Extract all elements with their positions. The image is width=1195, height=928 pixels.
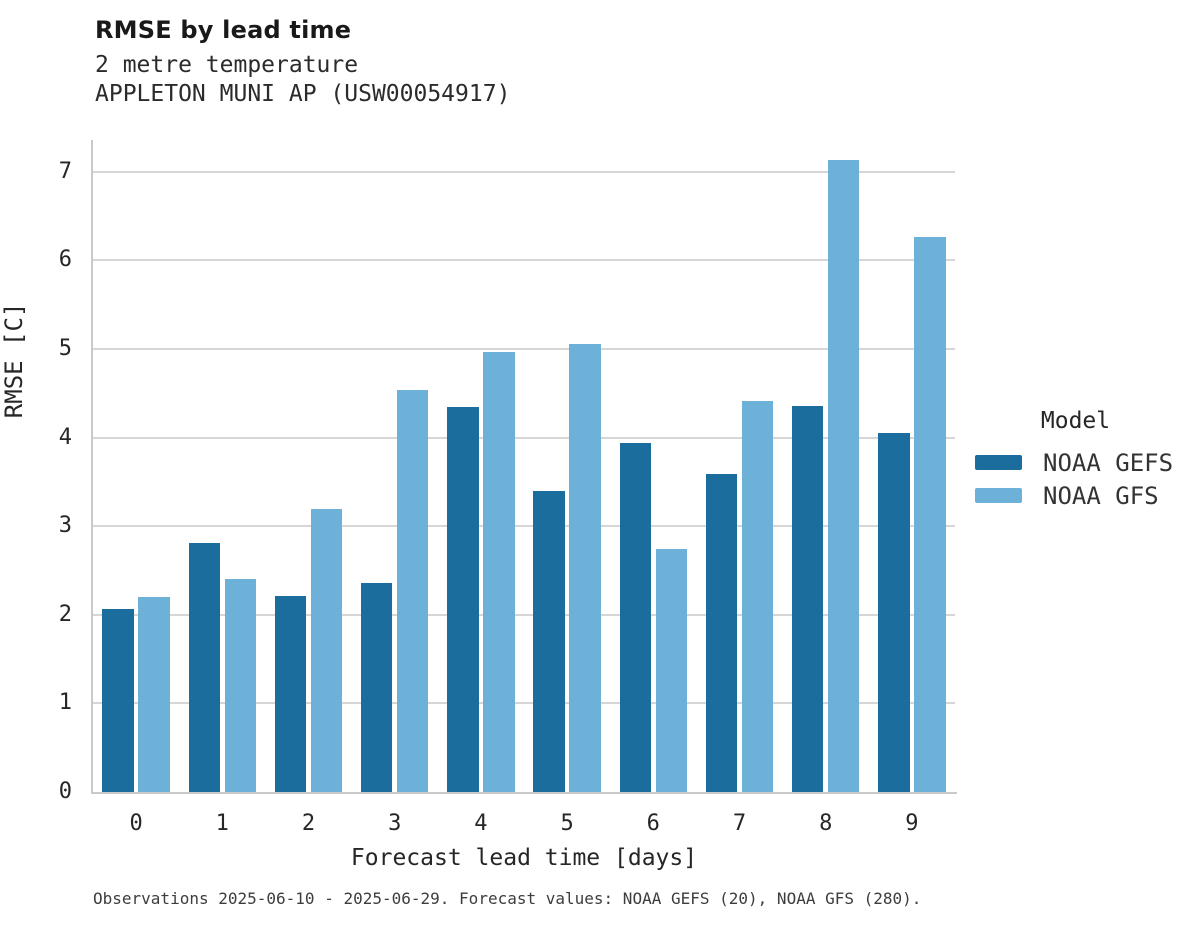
- bar-noaa-gefs-lead-4: [447, 406, 479, 792]
- legend-item-gfs: NOAA GFS: [968, 479, 1183, 512]
- x-tick-label-3: 3: [388, 811, 402, 836]
- bar-noaa-gfs-lead-6: [655, 549, 688, 792]
- bar-noaa-gefs-lead-8: [791, 405, 824, 792]
- bar-noaa-gfs-lead-9: [914, 236, 946, 792]
- x-tick-label-6: 6: [646, 811, 660, 836]
- bar-noaa-gfs-lead-1: [224, 578, 257, 792]
- gridline-y3: [93, 525, 955, 528]
- bar-noaa-gfs-lead-5: [569, 343, 601, 792]
- bar-noaa-gefs-lead-5: [533, 490, 565, 792]
- gridline-y1: [93, 702, 955, 705]
- plot-area: [93, 140, 955, 792]
- x-tick-label-4: 4: [474, 811, 488, 836]
- bar-noaa-gefs-lead-9: [878, 433, 910, 792]
- gridline-y6: [93, 259, 955, 262]
- gridline-y7: [93, 170, 955, 173]
- y-tick-label-6: 6: [58, 247, 72, 273]
- y-tick-label-3: 3: [58, 513, 72, 539]
- bar-noaa-gefs-lead-0: [102, 608, 134, 792]
- gridline-y2: [93, 613, 955, 616]
- y-tick-label-4: 4: [58, 424, 72, 450]
- gfs-color-swatch: [975, 488, 1022, 503]
- x-axis-label: Forecast lead time [days]: [350, 845, 698, 871]
- legend-title: Model: [1040, 408, 1111, 434]
- legend: Model NOAA GEFS NOAA GFS: [968, 408, 1183, 512]
- chart-title: RMSE by lead time: [95, 16, 352, 44]
- legend-label-gfs: NOAA GFS: [1043, 481, 1159, 510]
- bar-noaa-gfs-lead-4: [483, 351, 515, 792]
- x-tick-label-0: 0: [129, 811, 143, 836]
- x-tick-label-7: 7: [732, 811, 747, 836]
- x-tick-label-1: 1: [215, 811, 229, 836]
- y-tick-label-7: 7: [58, 158, 72, 184]
- bar-noaa-gefs-lead-2: [274, 596, 307, 792]
- chart-subtitle-station: APPLETON MUNI AP (USW00054917): [95, 81, 511, 107]
- y-tick-label-0: 0: [58, 779, 72, 804]
- bar-noaa-gefs-lead-3: [360, 582, 393, 792]
- bar-noaa-gfs-lead-8: [827, 160, 860, 792]
- y-tick-label-5: 5: [58, 336, 72, 362]
- legend-item-gefs: NOAA GEFS: [968, 446, 1183, 479]
- y-axis-spine: [91, 140, 93, 794]
- y-tick-label-2: 2: [58, 601, 72, 627]
- bar-noaa-gfs-lead-2: [310, 508, 343, 792]
- bar-noaa-gefs-lead-6: [619, 442, 652, 792]
- bar-noaa-gefs-lead-1: [188, 543, 221, 792]
- bar-noaa-gfs-lead-0: [138, 597, 170, 792]
- bar-noaa-gefs-lead-7: [705, 473, 738, 792]
- x-tick-label-9: 9: [905, 811, 919, 836]
- y-tick-label-1: 1: [58, 690, 72, 716]
- gridline-y4: [93, 436, 955, 439]
- legend-label-gefs: NOAA GEFS: [1043, 448, 1174, 477]
- x-axis-spine: [91, 792, 957, 794]
- gridline-y5: [93, 348, 955, 351]
- x-tick-label-5: 5: [560, 811, 574, 836]
- bar-noaa-gfs-lead-3: [396, 389, 429, 792]
- x-tick-label-8: 8: [819, 811, 833, 836]
- x-tick-label-2: 2: [301, 811, 316, 836]
- footnote: Observations 2025-06-10 - 2025-06-29. Fo…: [93, 889, 922, 908]
- bar-noaa-gfs-lead-7: [741, 401, 774, 792]
- chart-subtitle-variable: 2 metre temperature: [95, 52, 359, 78]
- gefs-color-swatch: [975, 455, 1022, 470]
